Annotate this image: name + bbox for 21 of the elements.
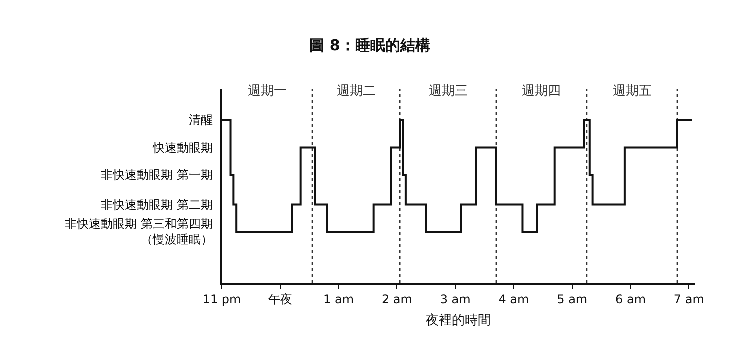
x-tick-label: 7 am bbox=[674, 292, 704, 306]
x-tick-label: 2 am bbox=[382, 292, 412, 306]
text: 快速動眼期 bbox=[152, 141, 213, 155]
x-tick-label: 4 am bbox=[498, 292, 530, 306]
text: 非快速動眼期 第一期 bbox=[101, 168, 213, 182]
x-tick-label: 11 pm bbox=[202, 292, 242, 306]
chart-title: 圖 8：睡眠的結構 bbox=[310, 36, 430, 54]
text: 非快速動眼期 第二期 bbox=[101, 198, 213, 212]
text: 週期二 bbox=[337, 84, 376, 99]
x-tick-label: 6 am bbox=[616, 292, 646, 306]
x-tick-label: 1 am bbox=[324, 292, 354, 306]
x-axis-title: 夜裡的時間 bbox=[426, 312, 491, 328]
text: 週期三 bbox=[429, 84, 468, 99]
text: 週期四 bbox=[522, 84, 561, 99]
x-tick-label: 5 am bbox=[557, 292, 588, 306]
text: 非快速動眼期 第三和第四期（慢波睡眠） bbox=[65, 217, 213, 247]
x-tick-label: 午夜 bbox=[268, 292, 292, 306]
text: 週期五 bbox=[613, 84, 652, 99]
text: 清醒 bbox=[189, 113, 213, 127]
x-tick-label: 3 am bbox=[440, 292, 471, 306]
text: 週期一 bbox=[248, 84, 287, 99]
